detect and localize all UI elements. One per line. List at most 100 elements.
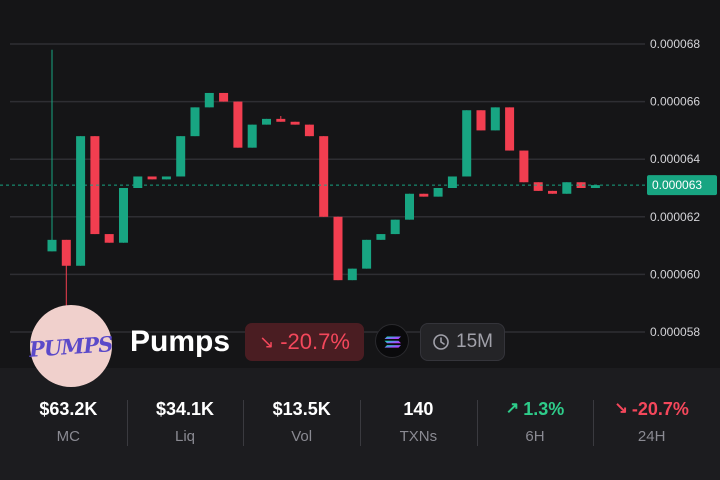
- y-tick-label: 0.000058: [650, 325, 700, 339]
- candle: [147, 176, 157, 180]
- stat-transactions: 140 TXNs: [360, 396, 477, 450]
- candle: [505, 107, 515, 151]
- candle: [462, 110, 472, 177]
- candle-body: [347, 268, 357, 281]
- candle: [304, 124, 314, 137]
- candle: [405, 193, 414, 220]
- current-price-marker: 0.000063: [0, 175, 717, 196]
- candle: [476, 110, 486, 131]
- candle-body: [262, 118, 271, 125]
- candle-body: [204, 92, 214, 108]
- current-price-tag: [647, 175, 717, 196]
- candle-body: [419, 193, 429, 197]
- candle-body: [562, 182, 572, 194]
- current-price-label: 0.000063: [652, 178, 702, 192]
- candle-body: [433, 188, 443, 197]
- stats-row: $63.2K MC $34.1K Liq $13.5K Vol 140 TXNs…: [10, 396, 710, 450]
- stat-label: 24H: [637, 428, 666, 445]
- candle-body: [147, 176, 157, 180]
- stat-value-up: ↗ 1.3%: [506, 398, 564, 420]
- candle-body: [405, 193, 414, 220]
- candle: [247, 124, 257, 148]
- candle-body: [161, 176, 171, 180]
- candle: [76, 136, 86, 266]
- candle: [104, 234, 114, 243]
- candle-body: [233, 101, 243, 148]
- candle-body: [133, 176, 143, 188]
- candle: [433, 188, 443, 197]
- candle: [447, 176, 457, 188]
- y-tick-label: 0.000064: [650, 152, 700, 166]
- candle-body: [390, 219, 400, 235]
- candle-body: [61, 239, 71, 266]
- token-name: Pumps: [130, 325, 231, 358]
- candle: [548, 190, 557, 194]
- candle-body: [505, 107, 515, 151]
- candle: [233, 101, 243, 148]
- candle-body: [462, 110, 472, 177]
- candle: [347, 268, 357, 281]
- candle: [319, 136, 329, 217]
- stat-value-text: -20.7%: [631, 399, 689, 419]
- stat-value: $13.5K: [272, 399, 331, 419]
- candle-body: [319, 136, 329, 217]
- y-tick-label: 0.000060: [650, 267, 700, 281]
- stat-value: $63.2K: [39, 399, 98, 419]
- candle-body: [333, 216, 343, 281]
- arrow-down-right-icon: ↘: [614, 400, 628, 417]
- candle: [176, 136, 186, 177]
- change-value: -20.7%: [280, 329, 350, 354]
- candle-body: [476, 110, 486, 131]
- stat-liquidity: $34.1K Liq: [126, 396, 244, 450]
- candle: [161, 176, 171, 180]
- stat-value: $34.1K: [155, 399, 215, 419]
- stat-volume: $13.5K Vol: [243, 396, 360, 450]
- candle-body: [362, 239, 372, 269]
- candle-body: [376, 234, 386, 240]
- interval-selector[interactable]: 15M: [420, 323, 505, 361]
- stat-change-24h: ↘ -20.7% 24H: [593, 396, 710, 450]
- candle-body: [519, 150, 529, 183]
- candle-body: [590, 185, 600, 188]
- candle-body: [104, 234, 114, 243]
- candle: [219, 92, 229, 102]
- candle: [390, 219, 400, 235]
- candle-body: [190, 107, 200, 137]
- candle: [119, 188, 128, 243]
- candle-body: [290, 121, 300, 125]
- candle: [419, 193, 429, 197]
- candle-body: [576, 182, 586, 188]
- token-avatar: PUMPS: [28, 305, 114, 387]
- candle: [576, 182, 586, 188]
- candle: [562, 182, 572, 194]
- candle: [90, 136, 100, 235]
- token-logo-text: PUMPS: [28, 330, 114, 362]
- candle: [519, 150, 529, 183]
- stat-change-6h: ↗ 1.3% 6H: [476, 396, 594, 450]
- arrow-up-right-icon: ↗: [505, 400, 520, 417]
- candle: [276, 116, 286, 122]
- candle: [533, 182, 543, 191]
- solana-icon: [375, 324, 409, 358]
- y-axis-ticks: 0.000068 0.000066 0.000064 0.000062 0.000060…: [650, 37, 700, 339]
- candle-body: [247, 124, 257, 148]
- candle: [190, 107, 200, 137]
- candle-body: [276, 118, 286, 122]
- candle-body: [90, 136, 100, 235]
- candle-body: [490, 107, 500, 131]
- change-badge: ↘ -20.7%: [245, 323, 364, 361]
- stat-label: 6H: [525, 428, 545, 445]
- candle: [376, 234, 386, 240]
- stat-value-down: ↘ -20.7%: [614, 398, 688, 420]
- stat-label: Liq: [174, 428, 196, 445]
- candles: [47, 49, 600, 370]
- candle: [47, 49, 57, 252]
- stat-value-text: 1.3%: [523, 399, 565, 419]
- candle: [204, 92, 214, 108]
- candle-body: [447, 176, 457, 188]
- candle-body: [176, 136, 186, 177]
- candle-body: [304, 124, 314, 137]
- stat-label: Vol: [291, 428, 313, 445]
- stat-label: MC: [56, 428, 80, 445]
- candle-body: [47, 239, 57, 252]
